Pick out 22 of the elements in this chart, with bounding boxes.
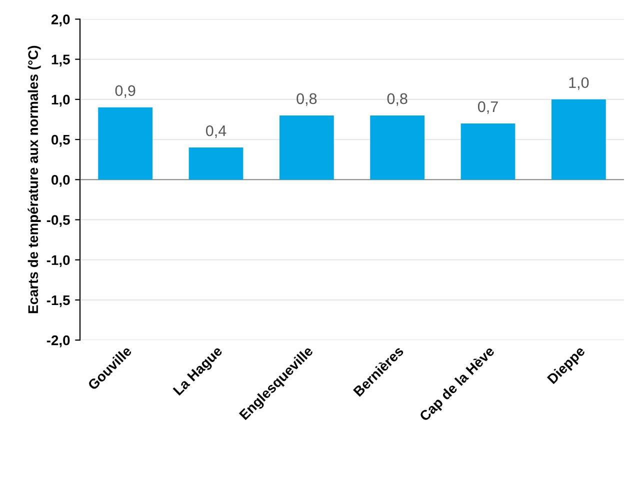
- y-tick-label: 0,0: [52, 174, 70, 187]
- y-tick-label: -2,0: [46, 335, 70, 348]
- data-label: 0,8: [296, 93, 317, 106]
- y-tick-label: -1,5: [46, 295, 70, 308]
- bar: [279, 115, 334, 180]
- data-label: 0,9: [115, 85, 136, 98]
- bar: [188, 148, 244, 180]
- data-label: 0,4: [206, 125, 226, 138]
- y-tick-label: 1,5: [52, 54, 70, 66]
- bar: [460, 123, 516, 180]
- bar: [370, 115, 425, 180]
- bar: [98, 107, 153, 180]
- y-tick-label: 1,0: [52, 94, 70, 107]
- y-tick-label: 0,5: [52, 134, 70, 147]
- y-tick-label: -0,5: [46, 215, 70, 227]
- data-label: 1,0: [569, 77, 589, 90]
- data-label: 0,7: [478, 101, 498, 114]
- bar: [551, 99, 606, 180]
- y-tick-label: 2,0: [51, 14, 70, 26]
- data-label: 0,8: [387, 93, 408, 106]
- y-axis-title: Ecarts de température aux normales (°C): [28, 46, 41, 314]
- y-tick-label: -1,0: [46, 255, 70, 268]
